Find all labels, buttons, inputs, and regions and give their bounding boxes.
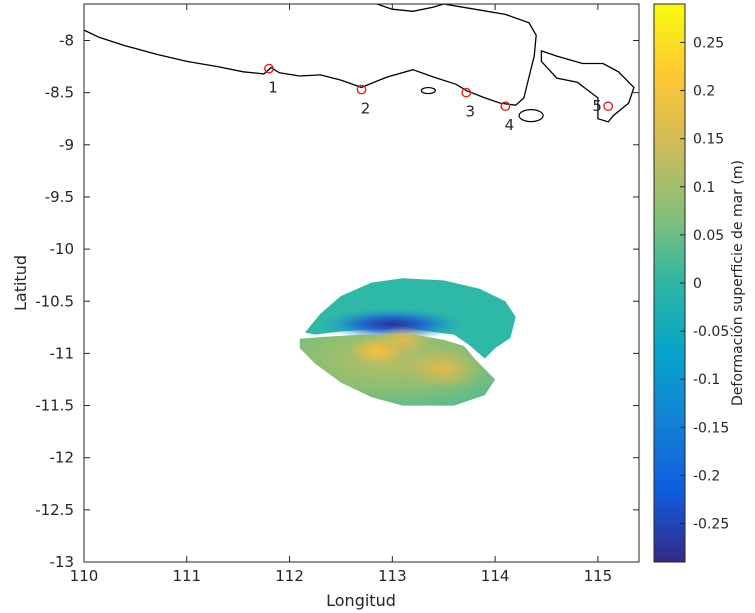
bali-coastline: [540, 49, 635, 123]
station-marker: [461, 87, 472, 98]
y-tick-label: -10.5: [35, 292, 74, 310]
colorbar-tick-label: -0.25: [693, 517, 729, 533]
small-island: [518, 108, 544, 123]
x-tick-label: 112: [275, 567, 304, 585]
coastline-layer: [84, 4, 635, 123]
colorbar-label: Deformación superficie de mar (m): [730, 160, 746, 406]
y-tick-label: -9.5: [45, 188, 74, 206]
colorbar-tick-label: 0.1: [693, 180, 715, 196]
colorbar-tick-label: 0.2: [693, 84, 715, 100]
y-tick-label: -12.5: [35, 501, 74, 519]
y-tick-label: -8.5: [45, 84, 74, 102]
station-marker: [264, 63, 274, 74]
subsidence-trough: [320, 308, 465, 341]
deformation-layer: [299, 278, 516, 406]
station-label: 1: [268, 79, 278, 97]
small-island: [420, 86, 436, 95]
y-tick-label: -13: [50, 553, 75, 571]
y-tick-label: -11: [50, 344, 75, 362]
x-tick-label: 110: [70, 567, 99, 585]
uplift-hotspot: [405, 349, 482, 390]
colorbar-tick-label: 0: [693, 276, 702, 292]
y-tick-label: -8: [59, 32, 74, 50]
station-label: 4: [505, 116, 515, 134]
colorbar-tick-label: 0.05: [693, 228, 724, 244]
y-axis-label: Latitud: [11, 255, 30, 311]
colorbar-tick-label: -0.2: [693, 468, 720, 484]
y-axis: -13 -12.5 -12 -11.5 -11 -10.5 -10 -9.5 -9 -8.5 -8: [35, 32, 639, 571]
colorbar-ticks: -0.25 -0.2 -0.15 -0.1 -0.05 0 0.05 0.1 0.15 0.2 0.…: [680, 35, 729, 533]
plot-frame: [83, 3, 640, 563]
colorbar-tick-label: -0.1: [693, 372, 720, 388]
x-tick-label: 114: [481, 567, 510, 585]
station-marker: [500, 101, 511, 112]
plot-area: [84, 4, 639, 562]
x-tick-label: 111: [172, 567, 201, 585]
colorbar-tick-label: 0.15: [693, 132, 724, 148]
colorbar-tick-label: -0.15: [693, 420, 729, 436]
x-tick-label: 113: [378, 567, 407, 585]
colorbar-tick-label: -0.05: [693, 324, 729, 340]
y-tick-label: -11.5: [35, 397, 74, 415]
station-label: 2: [361, 100, 371, 118]
north-coastline: [376, 4, 444, 12]
x-axis-label: Longitud: [326, 591, 396, 610]
station-label: 3: [466, 103, 476, 121]
x-axis: 110 111 112 113 114 115: [70, 4, 613, 585]
y-tick-label: -9: [59, 136, 74, 154]
station-label: 5: [592, 97, 602, 115]
x-tick-label: 115: [584, 567, 613, 585]
y-tick-label: -10: [50, 240, 75, 258]
station-marker: [356, 84, 367, 95]
java-coastline: [84, 4, 537, 106]
uplift-hotspot: [374, 325, 431, 354]
station-marker: [603, 101, 614, 112]
y-tick-label: -12: [50, 449, 75, 467]
stations-layer: 1 2 3 4 5: [264, 63, 614, 134]
colorbar-tick-label: 0.25: [693, 35, 724, 51]
